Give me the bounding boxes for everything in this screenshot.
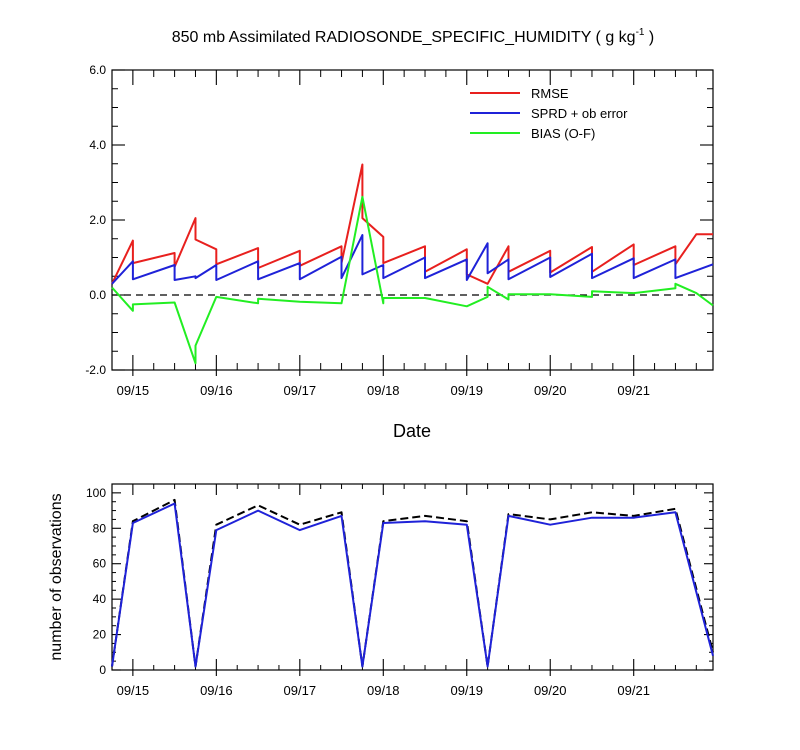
top-x-tick-label: 09/19: [450, 383, 483, 398]
top-y-tick-label: 4.0: [89, 138, 106, 152]
bottom-y-tick-label: 100: [86, 486, 106, 500]
bottom-y-tick-label: 20: [93, 628, 107, 642]
bottom-x-tick-label: 09/18: [367, 683, 400, 698]
top-x-tick-label: 09/21: [617, 383, 650, 398]
bottom-series-solid-1: [111, 502, 714, 668]
chart-title-tail: ): [644, 29, 654, 46]
top-series-lines: [111, 163, 714, 365]
top-x-tick-label: 09/20: [534, 383, 567, 398]
bottom-x-tick-label: 09/21: [617, 683, 650, 698]
legend-label: SPRD + ob error: [531, 106, 628, 121]
top-y-tick-label: -2.0: [85, 363, 106, 377]
chart-title-superscript: -1: [636, 27, 645, 38]
bottom-y-ticks: 0 20 40 60 80 100: [86, 486, 713, 677]
bottom-y-tick-label: 0: [99, 663, 106, 677]
top-y-tick-label: 0.0: [89, 288, 106, 302]
bias-rmse-plot: 09/15 09/16 09/17 09/18 09/19 09/20 09/21 -2.0…: [85, 63, 714, 441]
top-x-tick-label: 09/16: [200, 383, 233, 398]
bottom-series-lines: [111, 498, 714, 668]
bottom-y-tick-label: 80: [93, 521, 107, 535]
chart-title: 850 mb Assimilated RADIOSONDE_SPECIFIC_H…: [172, 27, 655, 46]
bottom-x-tick-label: 09/17: [284, 683, 317, 698]
bottom-x-ticks: 09/15 09/16 09/17 09/18 09/19 09/20 09/21: [111, 484, 697, 698]
bottom-x-tick-label: 09/20: [534, 683, 567, 698]
bottom-y-tick-label: 40: [93, 592, 107, 606]
bottom-y-tick-label: 60: [93, 557, 107, 571]
y-axis-label-observations: number of observations: [48, 493, 65, 660]
top-y-tick-label: 6.0: [89, 63, 106, 77]
x-axis-label: Date: [393, 421, 431, 441]
top-series-bias-o-f: [111, 195, 714, 365]
bottom-series-dashed-0: [111, 498, 714, 668]
top-x-tick-label: 09/17: [284, 383, 317, 398]
bottom-plot-frame: [111, 483, 714, 671]
bottom-x-tick-label: 09/15: [117, 683, 150, 698]
bottom-x-tick-label: 09/16: [200, 683, 233, 698]
top-y-tick-label: 2.0: [89, 213, 106, 227]
top-x-tick-label: 09/18: [367, 383, 400, 398]
top-series-rmse: [111, 163, 713, 285]
legend-label: BIAS (O-F): [531, 126, 595, 141]
observations-plot: 09/15 09/16 09/17 09/18 09/19 09/20 09/21 0 20 4…: [48, 483, 714, 698]
top-y-ticks: -2.0 0.0 2.0 4.0 6.0: [85, 63, 713, 377]
legend: RMSE SPRD + ob error BIAS (O-F): [470, 86, 628, 141]
top-x-tick-label: 09/15: [117, 383, 150, 398]
chart-title-main: 850 mb Assimilated RADIOSONDE_SPECIFIC_H…: [172, 29, 636, 46]
legend-label: RMSE: [531, 86, 569, 101]
top-series-sprd-ob-error: [111, 234, 714, 285]
bottom-x-tick-label: 09/19: [450, 683, 483, 698]
top-x-ticks: 09/15 09/16 09/17 09/18 09/19 09/20 09/21: [111, 70, 697, 398]
